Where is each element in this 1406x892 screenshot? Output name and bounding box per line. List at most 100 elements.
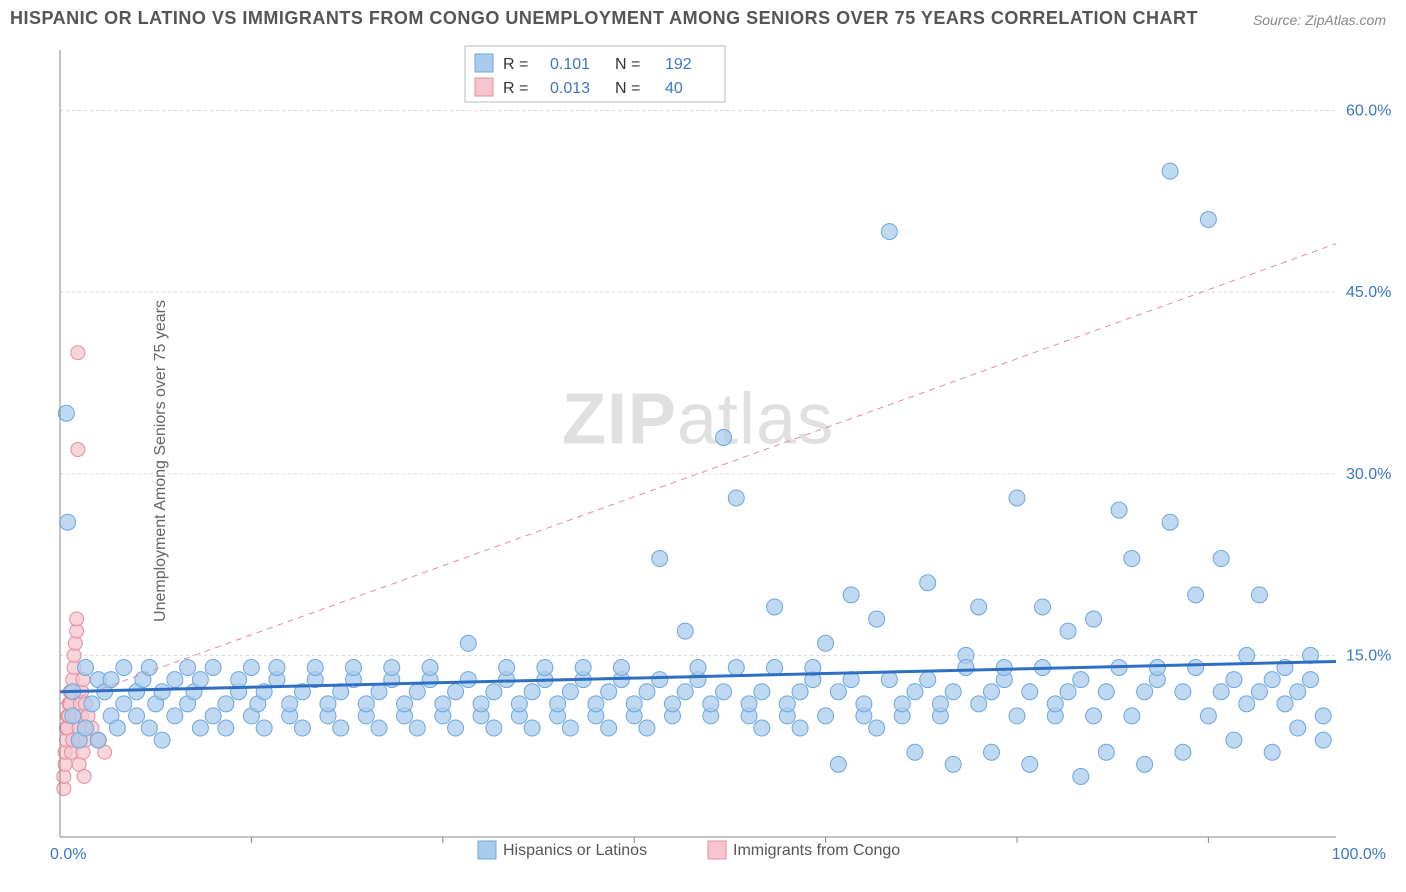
series-a-point <box>728 490 744 506</box>
series-a-point <box>1022 684 1038 700</box>
y-axis-label: Unemployment Among Seniors over 75 years <box>152 300 170 622</box>
series-a-point <box>78 720 94 736</box>
scatter-chart: 15.0%30.0%45.0%60.0%ZIPatlas0.0%100.0%R … <box>10 40 1396 882</box>
x-end-label: 100.0% <box>1332 846 1386 863</box>
series-a-point <box>371 720 387 736</box>
series-a-point <box>154 732 170 748</box>
series-a-point <box>371 684 387 700</box>
series-a-point <box>524 684 540 700</box>
r-value-b: 0.013 <box>550 80 590 97</box>
series-a-point <box>767 599 783 615</box>
y-tick-label: 45.0% <box>1346 284 1391 301</box>
watermark: ZIPatlas <box>562 380 834 460</box>
series-a-point <box>920 575 936 591</box>
series-a-point <box>460 635 476 651</box>
series-a-point <box>524 720 540 736</box>
series-a-point <box>307 659 323 675</box>
chart-title: HISPANIC OR LATINO VS IMMIGRANTS FROM CO… <box>10 8 1198 29</box>
series-a-point <box>78 659 94 675</box>
series-a-point <box>1264 744 1280 760</box>
series-a-point <box>116 696 132 712</box>
series-a-point <box>588 696 604 712</box>
series-a-point <box>677 684 693 700</box>
series-a-point <box>983 744 999 760</box>
series-a-point <box>945 684 961 700</box>
source-name: ZipAtlas.com <box>1305 12 1386 28</box>
series-a-point <box>779 696 795 712</box>
series-a-point <box>1226 672 1242 688</box>
series-a-point <box>652 672 668 688</box>
bottom-swatch-a <box>478 841 496 859</box>
series-a-point <box>881 672 897 688</box>
series-a-point <box>639 720 655 736</box>
series-a-point <box>448 684 464 700</box>
series-a-point <box>1098 684 1114 700</box>
series-a-point <box>907 684 923 700</box>
series-a-point <box>1073 672 1089 688</box>
series-a-point <box>754 720 770 736</box>
series-a-point <box>1188 587 1204 603</box>
series-a-point <box>1213 684 1229 700</box>
series-a-point <box>830 756 846 772</box>
bottom-label-b: Immigrants from Congo <box>733 842 900 859</box>
series-a-point <box>716 429 732 445</box>
series-a-point <box>1009 708 1025 724</box>
series-a-point <box>345 659 361 675</box>
series-a-point <box>1175 684 1191 700</box>
series-a-point <box>652 551 668 567</box>
series-a-point <box>1124 551 1140 567</box>
bottom-label-a: Hispanics or Latinos <box>503 842 647 859</box>
series-a-point <box>1251 684 1267 700</box>
series-a-point <box>486 684 502 700</box>
series-a-point <box>830 684 846 700</box>
series-a-point <box>869 720 885 736</box>
r-label-b: R = <box>503 80 528 97</box>
series-a-point <box>141 720 157 736</box>
series-a-point <box>869 611 885 627</box>
series-a-point <box>1239 696 1255 712</box>
series-a-point <box>1035 599 1051 615</box>
series-a-point <box>1162 163 1178 179</box>
series-a-point <box>1251 587 1267 603</box>
series-a-point <box>205 659 221 675</box>
series-a-point <box>1302 672 1318 688</box>
series-a-point <box>792 684 808 700</box>
series-a-point <box>109 720 125 736</box>
series-a-point <box>996 659 1012 675</box>
series-a-point <box>256 720 272 736</box>
series-a-point <box>562 684 578 700</box>
bottom-swatch-b <box>708 841 726 859</box>
series-a-point <box>1086 708 1102 724</box>
series-a-point <box>728 659 744 675</box>
legend-swatch-a <box>475 54 493 72</box>
series-a-point <box>90 732 106 748</box>
series-a-point <box>932 696 948 712</box>
x-start-label: 0.0% <box>50 846 86 863</box>
series-a-point <box>575 659 591 675</box>
series-a-point <box>167 708 183 724</box>
series-a-point <box>754 684 770 700</box>
series-a-point <box>907 744 923 760</box>
series-a-point <box>409 720 425 736</box>
chart-container: Unemployment Among Seniors over 75 years… <box>10 40 1396 882</box>
series-a-point <box>1290 720 1306 736</box>
series-a-point <box>397 696 413 712</box>
series-b-point <box>71 346 85 360</box>
series-a-point <box>84 696 100 712</box>
series-a-point <box>1226 732 1242 748</box>
series-a-point <box>920 672 936 688</box>
series-a-point <box>422 659 438 675</box>
series-a-point <box>1111 502 1127 518</box>
series-a-point <box>1009 490 1025 506</box>
series-a-point <box>1277 696 1293 712</box>
series-a-point <box>60 514 76 530</box>
series-a-point <box>384 659 400 675</box>
r-value-a: 0.101 <box>550 56 590 73</box>
series-a-point <box>1315 708 1331 724</box>
series-a-point <box>180 659 196 675</box>
series-a-point <box>129 708 145 724</box>
series-a-point <box>333 720 349 736</box>
series-a-point <box>1137 684 1153 700</box>
n-value-b: 40 <box>665 80 683 97</box>
series-a-point <box>282 696 298 712</box>
